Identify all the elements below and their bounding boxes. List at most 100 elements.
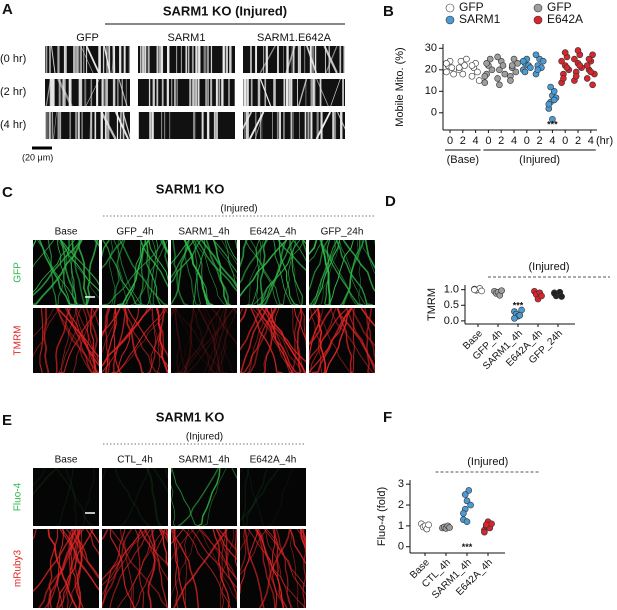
column-label: GFP_24h: [321, 227, 364, 238]
fiber: [72, 240, 86, 305]
panel-letter: A: [2, 1, 13, 18]
fiber: [75, 308, 96, 373]
image-bg: [171, 308, 237, 373]
fiber: [66, 308, 96, 373]
image-bg: [45, 79, 130, 106]
fiber: [135, 529, 144, 608]
micrograph: [33, 468, 99, 526]
fiber: [174, 308, 201, 373]
fiber: [148, 529, 155, 608]
fiber: [257, 240, 262, 305]
fiber: [149, 240, 187, 305]
fiber: [133, 529, 155, 608]
data-point: [539, 57, 547, 65]
injured-label: (Injured): [467, 456, 508, 468]
fiber: [49, 529, 57, 608]
fiber: [91, 308, 100, 373]
fiber: [147, 240, 200, 305]
micrograph: [133, 529, 250, 608]
data-point: [461, 491, 469, 498]
fiber: [210, 529, 251, 608]
fiber: [265, 308, 307, 373]
fiber: [178, 308, 235, 373]
data-point: [558, 57, 565, 65]
data-point: [478, 287, 485, 295]
column-label: CTL_4h: [117, 455, 153, 466]
micrograph: [65, 308, 168, 373]
fiber: [110, 308, 167, 373]
group-label: (Injured): [519, 154, 560, 166]
fiber: [147, 240, 158, 305]
data-point: [534, 66, 542, 74]
y-axis-label: Fluo-4 (fold): [376, 487, 388, 546]
fiber: [274, 240, 294, 305]
fiber: [65, 308, 121, 373]
fiber: [278, 240, 338, 305]
fiber: [214, 240, 230, 305]
micrograph: [33, 529, 99, 608]
fiber: [152, 240, 158, 305]
x-tick-label: 2: [498, 135, 504, 147]
fiber: [121, 240, 141, 305]
fiber: [44, 308, 48, 373]
fiber: [133, 529, 194, 608]
fiber: [217, 529, 250, 608]
x-tick-label: 0: [562, 135, 568, 147]
fiber: [183, 529, 230, 608]
data-point: [475, 77, 483, 84]
fiber: [73, 529, 80, 608]
fiber: [185, 529, 189, 608]
image-bg: [138, 79, 235, 106]
row-label: TMRM: [13, 326, 24, 356]
data-point: [446, 524, 453, 531]
row-label: Fluo-4: [13, 482, 24, 511]
data-point: [589, 81, 596, 89]
data-point: [561, 49, 569, 56]
data-point: [481, 79, 489, 86]
kymo-trace: [111, 46, 116, 73]
x-axis-label: (hr): [596, 135, 613, 147]
fiber: [240, 308, 276, 373]
data-point: [455, 64, 463, 71]
fiber: [171, 240, 190, 305]
x-tick-label: 4: [511, 135, 517, 147]
fiber: [246, 240, 304, 305]
panel-title: SARM1 KO: [156, 181, 225, 196]
fiber: [292, 308, 306, 373]
x-tick-label: 2: [537, 135, 543, 147]
fiber: [118, 529, 166, 608]
x-tick-label: 4: [588, 135, 594, 147]
data-point: [450, 70, 457, 78]
y-axis-label: TMRM: [426, 288, 438, 321]
fiber: [311, 240, 336, 305]
kymograph: [45, 112, 130, 139]
row-label: (4 hr): [0, 119, 26, 131]
data-point: [448, 64, 456, 71]
data-point: [482, 521, 490, 529]
fiber: [256, 529, 283, 608]
legend-label: SARM1: [459, 12, 501, 26]
fiber: [340, 240, 360, 305]
fiber: [337, 308, 352, 373]
fiber: [82, 468, 94, 526]
micrograph: [147, 240, 237, 305]
x-tick-label: 0: [485, 135, 491, 147]
fiber: [57, 529, 93, 608]
fiber: [78, 529, 82, 608]
column-label: Base: [55, 455, 78, 466]
fiber: [113, 308, 138, 373]
y-tick-label: 0: [431, 107, 437, 119]
panel-letter: F: [383, 409, 392, 426]
legend-label: GFP: [459, 0, 484, 14]
micrograph: [309, 240, 375, 305]
fiber: [323, 308, 352, 373]
fiber: [149, 308, 164, 373]
image-bg: [33, 468, 99, 526]
data-point: [463, 497, 471, 505]
fiber: [118, 240, 128, 305]
panel-title: SARM1 KO (Injured): [163, 3, 287, 18]
fiber: [178, 468, 218, 526]
fiber: [247, 308, 266, 373]
data-point: [483, 60, 490, 67]
fiber: [235, 529, 242, 608]
